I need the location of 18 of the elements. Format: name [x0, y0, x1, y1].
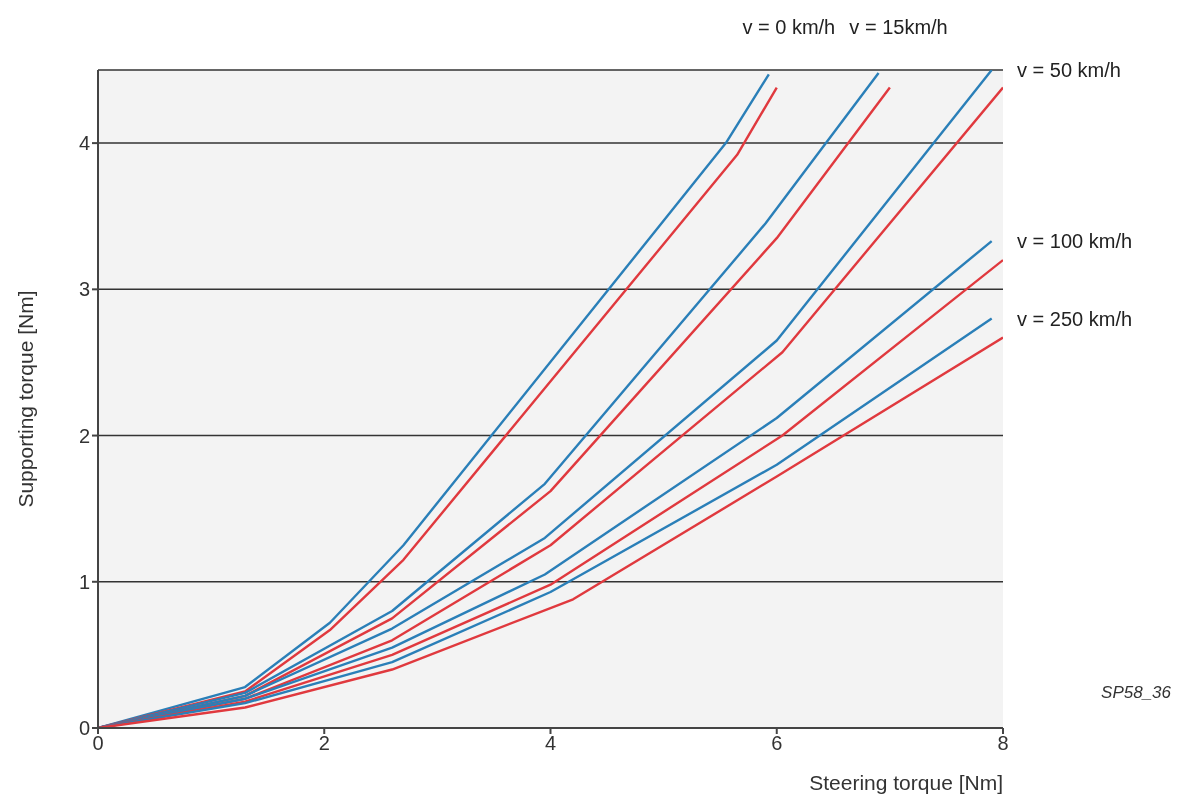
annotation: v = 15km/h	[849, 16, 948, 38]
annotation: v = 100 km/h	[1017, 230, 1133, 253]
y-tick-label: 1	[78, 570, 90, 593]
y-tick-label: 4	[78, 132, 90, 155]
annotation: v = 0 km/h	[742, 16, 836, 38]
annotation: v = 50 km/h	[1017, 59, 1121, 81]
y-tick-label: 2	[78, 424, 90, 447]
y-tick-label: 3	[78, 278, 90, 301]
y-axis-title: Supporting torque [Nm]	[14, 290, 38, 508]
x-axis-title: Steering torque [Nm]	[809, 771, 1003, 794]
text: SP58_36	[1101, 683, 1172, 702]
x-tick-label: 2	[318, 732, 330, 755]
x-tick-label: 4	[544, 732, 557, 755]
x-tick-label: 6	[771, 732, 783, 755]
x-tick-label: 8	[997, 732, 1009, 755]
annotation: v = 250 km/h	[1017, 307, 1133, 330]
y-tick-label: 0	[78, 717, 90, 740]
x-tick-label: 0	[92, 732, 104, 755]
